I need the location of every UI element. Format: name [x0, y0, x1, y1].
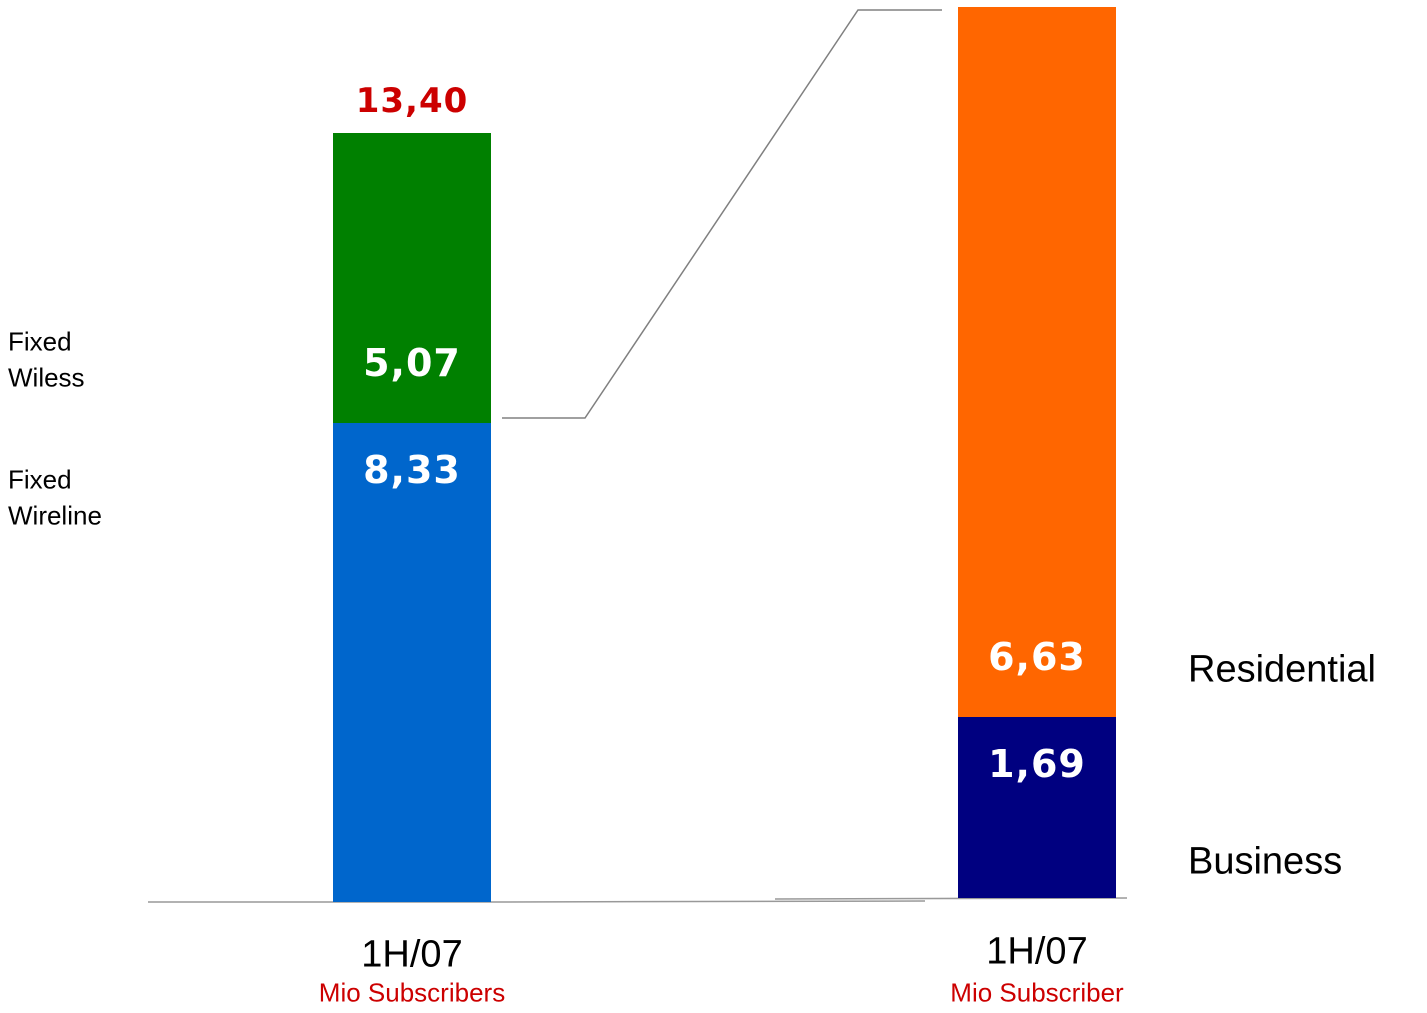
bar-segment — [958, 716, 1116, 898]
subtitle: Mio Subscribers — [318, 977, 506, 1008]
bar-segment — [333, 422, 491, 902]
bar-segment — [333, 131, 491, 423]
subtitle: Mio Subscriber — [950, 977, 1124, 1008]
legend-entry: Fixed Wireline — [8, 464, 102, 531]
x-tick-label: 1H/07 — [986, 930, 1088, 973]
value-label: 6,63 — [988, 634, 1086, 679]
legend-entry: Business — [1188, 840, 1343, 883]
legend-entry: Fixed Wiless — [8, 326, 85, 393]
x-tick-label: 1H/07 — [361, 933, 463, 976]
value-label: 5,07 — [363, 340, 461, 385]
baseline — [774, 897, 1128, 900]
value-label: 1,69 — [988, 741, 1086, 786]
baseline — [499, 900, 926, 903]
connector-line — [502, 9, 942, 419]
bar-segment — [958, 5, 1116, 717]
value-label: 8,33 — [363, 447, 461, 492]
total-label: 13,40 — [355, 81, 469, 121]
legend-entry: Residential — [1188, 648, 1376, 691]
